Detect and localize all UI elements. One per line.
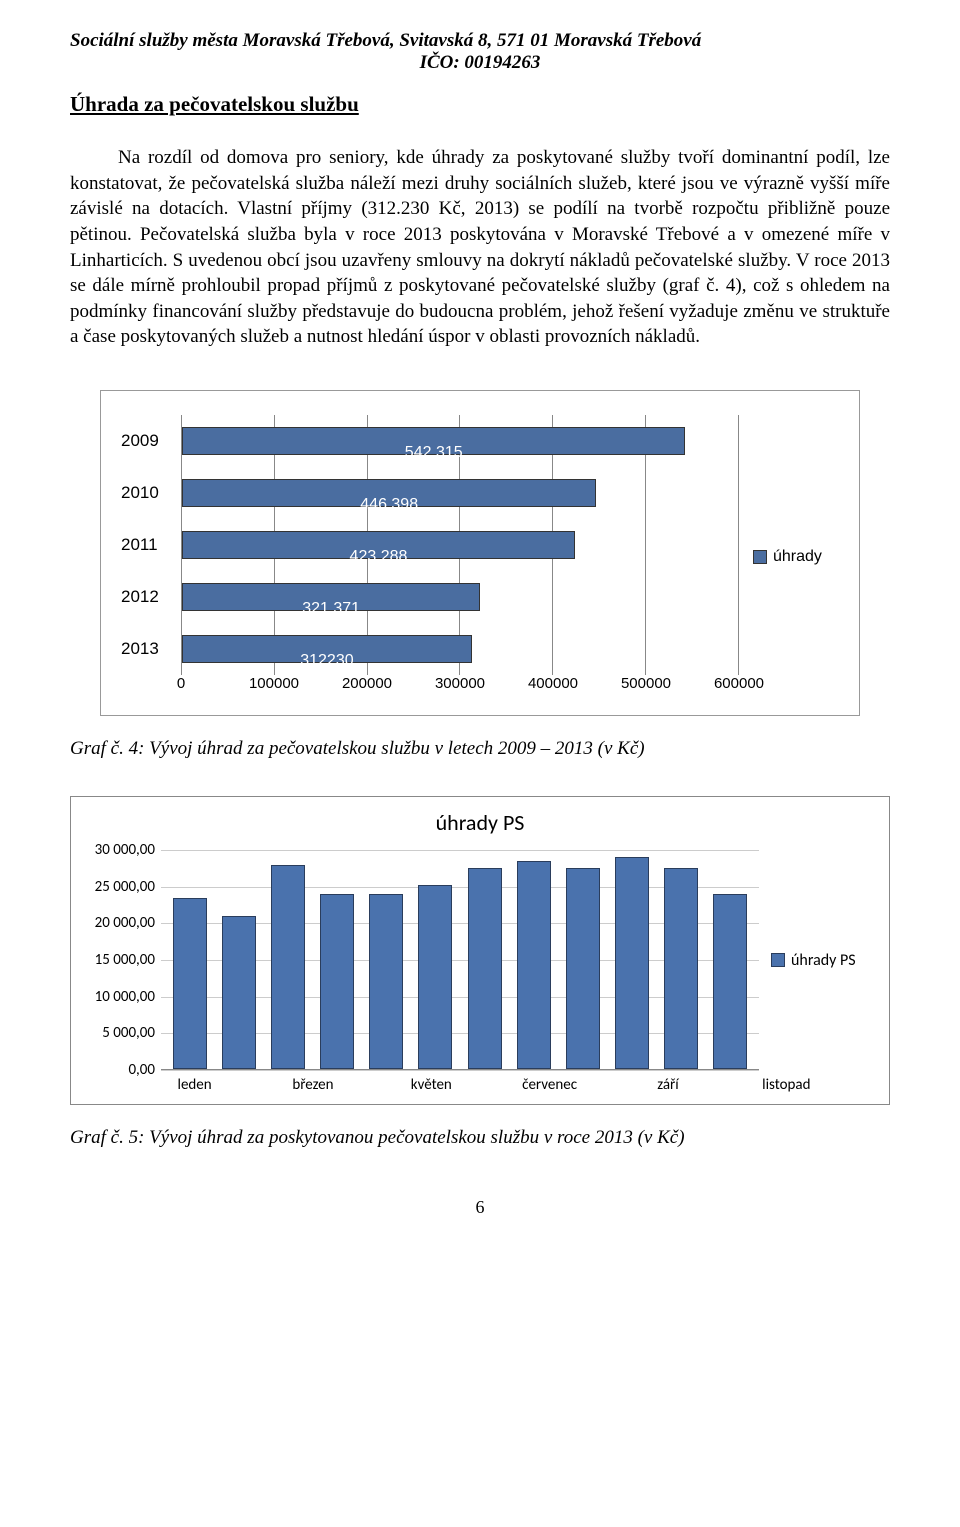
chart1-bar-label: 446 398	[360, 496, 418, 514]
chart2-xlabel	[816, 1076, 875, 1094]
chart2-bar	[615, 857, 649, 1069]
header-ico-line: IČO: 00194263	[70, 52, 890, 74]
chart2-legend: úhrady PS	[759, 951, 879, 970]
chart2-legend-label: úhrady PS	[791, 951, 856, 970]
chart2-bar	[222, 916, 256, 1069]
chart1-ylabel: 2011	[121, 535, 181, 555]
chart1-ylabel: 2010	[121, 483, 181, 503]
chart1-bar: 446 398	[182, 479, 596, 507]
chart2-xlabel: březen	[283, 1076, 342, 1094]
chart2-xlabel: listopad	[757, 1076, 816, 1094]
chart2-bar	[271, 865, 305, 1069]
chart1-row: 2011423 288	[121, 519, 739, 571]
chart2-ylabel: 15 000,00	[81, 951, 155, 969]
chart2-bar	[173, 898, 207, 1070]
chart2-ylabel: 5 000,00	[81, 1024, 155, 1042]
chart2-xlabel: září	[638, 1076, 697, 1094]
chart1-legend: úhrady	[739, 548, 839, 566]
chart-monthly-payments: úhrady PS 0,00 5 000,00 10 000,00 15 000,00…	[70, 796, 890, 1105]
chart2-bar	[713, 894, 747, 1069]
chart2-bar	[369, 894, 403, 1069]
legend-swatch-icon	[771, 953, 785, 967]
chart1-ylabel: 2012	[121, 587, 181, 607]
chart2-xlabel: květen	[402, 1076, 461, 1094]
chart2-xlabel	[224, 1076, 283, 1094]
chart1-xtick: 500000	[621, 675, 671, 692]
chart2-bar	[320, 894, 354, 1069]
chart2-ylabel: 30 000,00	[81, 841, 155, 859]
chart1-xtick: 200000	[342, 675, 392, 692]
chart2-ylabel: 25 000,00	[81, 878, 155, 896]
chart1-xtick: 100000	[249, 675, 299, 692]
chart1-row: 2012321 371	[121, 571, 739, 623]
body-paragraph: Na rozdíl od domova pro seniory, kde úhr…	[70, 145, 890, 350]
chart2-xlabel	[698, 1076, 757, 1094]
page-number: 6	[70, 1197, 890, 1218]
chart2-gridline	[161, 1070, 759, 1071]
chart2-xlabel: leden	[165, 1076, 224, 1094]
chart1-xtick: 400000	[528, 675, 578, 692]
chart1-bar: 321 371	[182, 583, 480, 611]
chart1-row: 2013312230	[121, 623, 739, 675]
chart1-barzone: 542 315	[181, 415, 739, 467]
chart1-ylabel: 2009	[121, 431, 181, 451]
chart2-xlabel	[579, 1076, 638, 1094]
chart1-bar-label: 312230	[300, 652, 353, 670]
chart1-caption: Graf č. 4: Vývoj úhrad za pečovatelskou …	[70, 738, 890, 760]
chart2-ylabel: 20 000,00	[81, 914, 155, 932]
chart1-barzone: 321 371	[181, 571, 739, 623]
chart1-bar-label: 423 288	[350, 548, 408, 566]
chart2-bar	[517, 861, 551, 1069]
chart2-bar	[468, 868, 502, 1069]
chart2-title: úhrady PS	[81, 809, 879, 836]
chart1-xtick: 300000	[435, 675, 485, 692]
chart1-row: 2010446 398	[121, 467, 739, 519]
chart1-ylabel: 2013	[121, 639, 181, 659]
chart1-bar-label: 321 371	[302, 600, 360, 618]
chart2-bar	[566, 868, 600, 1069]
chart1-barzone: 312230	[181, 623, 739, 675]
chart1-bar-label: 542 315	[405, 444, 463, 462]
chart1-row: 2009542 315	[121, 415, 739, 467]
chart1-bar: 542 315	[182, 427, 685, 455]
header-org-line: Sociální služby města Moravská Třebová, …	[70, 30, 890, 52]
chart2-caption: Graf č. 5: Vývoj úhrad za poskytovanou p…	[70, 1127, 890, 1149]
chart1-xaxis: 0100000200000300000400000500000600000	[181, 675, 739, 699]
chart2-xlabel	[461, 1076, 520, 1094]
chart1-bar: 312230	[182, 635, 472, 663]
chart1-barzone: 423 288	[181, 519, 739, 571]
chart1-bar: 423 288	[182, 531, 575, 559]
section-title: Úhrada za pečovatelskou službu	[70, 92, 890, 117]
chart2-ylabel: 0,00	[81, 1061, 155, 1079]
chart2-xlabel: červenec	[520, 1076, 579, 1094]
chart2-xlabel	[343, 1076, 402, 1094]
chart1-xtick: 0	[177, 675, 185, 692]
chart-annual-payments: 2009542 3152010446 3982011423 2882012321…	[100, 390, 860, 716]
chart2-bar	[418, 885, 452, 1069]
chart2-ylabel: 10 000,00	[81, 988, 155, 1006]
legend-swatch-icon	[753, 550, 767, 564]
chart2-bar	[664, 868, 698, 1069]
chart1-xtick: 600000	[714, 675, 764, 692]
chart1-barzone: 446 398	[181, 467, 739, 519]
chart1-legend-label: úhrady	[773, 548, 822, 566]
